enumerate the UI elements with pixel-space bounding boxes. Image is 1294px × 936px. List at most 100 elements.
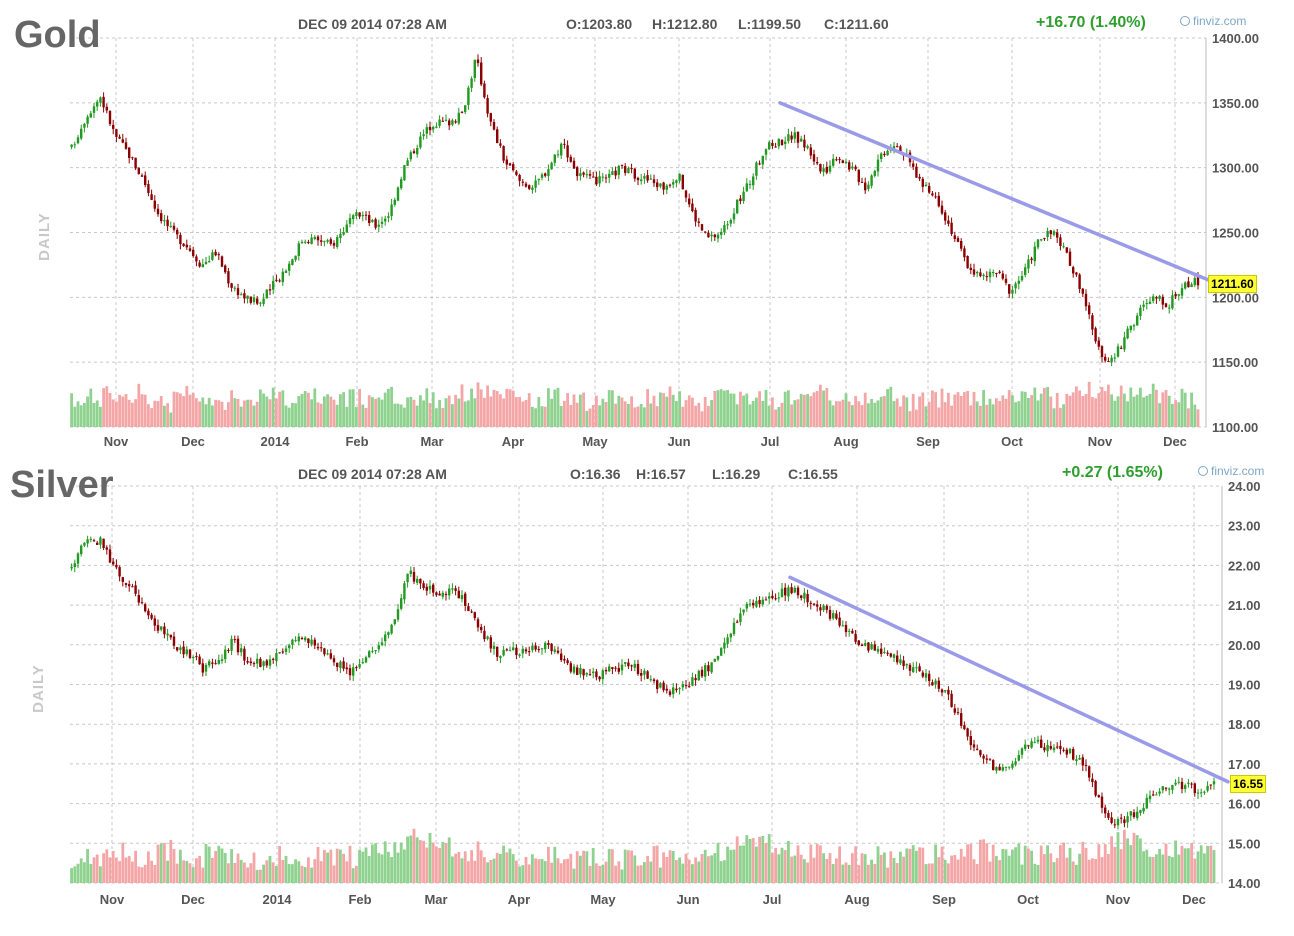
candle-body — [1161, 786, 1164, 791]
volume-bar — [860, 405, 864, 427]
candle-body — [105, 547, 108, 550]
volume-bar — [291, 402, 294, 427]
candle-body — [249, 296, 252, 303]
volume-bar — [364, 847, 368, 883]
candle-body — [870, 644, 873, 650]
candle-body — [864, 643, 867, 646]
candle-body — [713, 234, 716, 238]
volume-bar — [1139, 838, 1142, 883]
y-tick-label: 24.00 — [1228, 479, 1261, 494]
candle-body — [1152, 794, 1155, 796]
chart-title: Silver — [10, 464, 114, 506]
volume-bar — [601, 398, 605, 427]
volume-bar — [902, 395, 905, 427]
y-tick-label: 1300.00 — [1212, 161, 1259, 176]
daily-label: DAILY — [35, 212, 53, 261]
candle-body — [601, 670, 604, 680]
y-tick-label: 21.00 — [1228, 598, 1261, 613]
candle-body — [614, 667, 617, 669]
volume-bar — [668, 850, 672, 883]
volume-bar — [633, 855, 637, 883]
candle-body — [931, 193, 934, 196]
volume-bar — [1046, 845, 1049, 883]
candle-body — [348, 218, 352, 224]
candle-body — [214, 663, 217, 665]
volume-bar — [191, 392, 195, 427]
candle-body — [131, 586, 134, 588]
volume-bar — [147, 851, 150, 883]
silver-chart-svg: 14.00 15.00 16.00 17.00 18.00 19.00 20.00 21.00… — [70, 479, 1261, 907]
volume-bar — [406, 836, 409, 883]
finviz-brand[interactable]: finviz.com — [1180, 14, 1246, 28]
finviz-brand[interactable]: finviz.com — [1198, 464, 1264, 478]
candle-body — [1036, 239, 1040, 248]
candle-body — [966, 256, 969, 269]
candle-body — [480, 626, 483, 631]
volume-bar — [380, 854, 384, 883]
candle-body — [1075, 759, 1078, 761]
candle-body — [1068, 748, 1072, 754]
candle-body — [256, 298, 259, 304]
candle-body — [502, 146, 505, 161]
candle-body — [1033, 246, 1036, 262]
volume-bar — [476, 382, 480, 427]
volume-bar — [358, 388, 361, 427]
candle-body — [694, 678, 697, 681]
candle-body — [1020, 748, 1024, 755]
volume-bar — [259, 389, 262, 427]
volume-bar — [319, 861, 323, 883]
volume-bar — [1091, 397, 1094, 427]
candle-body — [374, 219, 377, 228]
volume-bar — [1011, 395, 1014, 427]
candle-body — [313, 639, 316, 646]
candle-body — [576, 667, 579, 675]
volume-bar — [121, 842, 125, 883]
candle-body — [310, 639, 313, 645]
candle-body — [771, 595, 774, 599]
volume-bar — [851, 853, 854, 883]
volume-bar — [76, 401, 80, 427]
volume-bar — [1014, 847, 1017, 883]
candle-body — [502, 649, 505, 656]
candle-body — [1190, 284, 1193, 288]
volume-bar — [278, 391, 281, 427]
volume-bar — [953, 394, 957, 427]
volume-bar — [1084, 847, 1088, 883]
volume-bar — [1059, 845, 1062, 883]
volume-bar — [966, 390, 969, 427]
volume-bar — [617, 395, 621, 427]
candle-body — [678, 173, 681, 181]
x-tick-label: Mar — [424, 892, 447, 907]
volume-bar — [271, 862, 275, 883]
volume-bar — [396, 852, 400, 883]
candle-body — [508, 650, 512, 652]
volume-bar — [572, 868, 576, 883]
candle-body — [1004, 278, 1008, 283]
volume-bar — [563, 859, 566, 883]
volume-bar — [540, 406, 544, 427]
candle-body — [825, 166, 828, 173]
candle-body — [195, 256, 198, 262]
candle-body — [569, 663, 572, 672]
volume-bar — [441, 841, 445, 883]
candle-body — [374, 650, 377, 652]
volume-bar — [150, 408, 153, 427]
volume-bar — [111, 399, 115, 427]
brand-label: finviz.com — [1211, 464, 1265, 478]
candle-body — [787, 587, 790, 597]
volume-bar — [582, 392, 585, 427]
candle-body — [931, 682, 934, 686]
volume-bar — [297, 396, 301, 427]
volume-bar — [835, 858, 838, 883]
candle-body — [483, 630, 486, 640]
volume-bar — [1027, 848, 1030, 883]
candle-body — [748, 183, 752, 185]
candle-body — [854, 166, 857, 170]
candle-body — [1030, 741, 1033, 748]
volume-bar — [911, 393, 915, 427]
volume-bar — [230, 849, 233, 883]
volume-bar — [233, 862, 237, 883]
candle-body — [1132, 812, 1136, 817]
candle-body — [1142, 808, 1145, 812]
volume-bar — [982, 390, 985, 427]
